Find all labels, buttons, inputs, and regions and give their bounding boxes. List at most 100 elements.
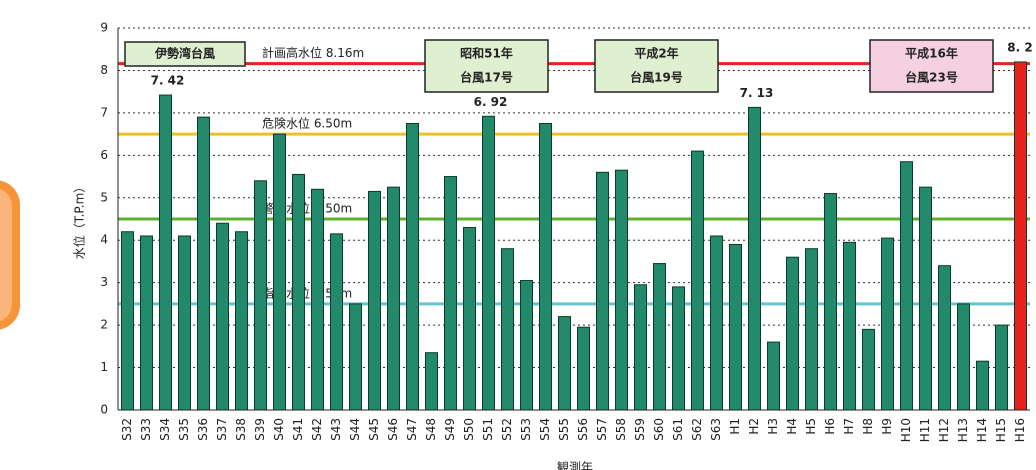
decoration — [0, 189, 12, 321]
x-tick-label: H2 — [747, 418, 761, 435]
bar — [691, 150, 704, 411]
bar — [463, 226, 476, 411]
bar — [1014, 61, 1027, 411]
annotation-text: 平成16年 — [905, 46, 958, 61]
x-tick-label: S54 — [538, 418, 552, 441]
bar — [558, 316, 571, 411]
x-axis-label: 観測年 — [557, 461, 593, 470]
x-tick-label: S53 — [519, 418, 533, 441]
bar — [919, 186, 932, 411]
bar — [482, 115, 495, 411]
value-label: 6. 92 — [474, 95, 508, 109]
reference-label: 危険水位 6.50m — [262, 116, 352, 131]
bar — [368, 190, 381, 411]
annotation-text: 平成2年 — [634, 46, 678, 61]
bar — [710, 235, 723, 411]
annotation-box — [124, 41, 246, 67]
value-label: 8. 2 — [1007, 40, 1032, 54]
x-tick-label: S62 — [690, 418, 704, 441]
bar — [444, 176, 457, 411]
x-tick-label: S39 — [253, 418, 267, 441]
bar — [786, 256, 799, 411]
bar — [520, 280, 533, 411]
x-tick-label: H10 — [899, 418, 913, 442]
annotation-text: 台風17号 — [460, 70, 513, 85]
bar — [577, 326, 590, 411]
bar — [881, 237, 894, 411]
y-tick-label: 0 — [100, 403, 108, 417]
annotation-box — [594, 39, 719, 93]
bar — [976, 360, 989, 411]
x-tick-label: S42 — [310, 418, 324, 441]
y-tick-label: 6 — [100, 148, 108, 162]
annotation-text: 昭和51年 — [460, 46, 513, 61]
x-tick-label: S60 — [652, 418, 666, 441]
bar — [729, 243, 742, 411]
x-tick-label: H7 — [842, 418, 856, 435]
x-tick-label: S50 — [462, 418, 476, 441]
x-tick-label: H1 — [728, 418, 742, 435]
bar — [938, 265, 951, 411]
x-tick-label: H8 — [861, 418, 875, 435]
bar — [425, 352, 438, 411]
bar — [140, 235, 153, 411]
x-tick-label: S57 — [595, 418, 609, 441]
y-tick-label: 2 — [100, 318, 108, 332]
bar — [539, 123, 552, 411]
bar — [159, 94, 172, 411]
x-tick-label: H16 — [1013, 418, 1027, 442]
y-tick-label: 7 — [100, 105, 108, 119]
x-tick-label: S58 — [614, 418, 628, 441]
x-tick-label: S55 — [557, 418, 571, 441]
x-tick-label: S59 — [633, 418, 647, 441]
x-tick-label: S47 — [405, 418, 419, 441]
x-tick-label: S52 — [500, 418, 514, 441]
value-label: 7. 13 — [740, 86, 774, 100]
x-tick-label: S34 — [158, 418, 172, 441]
x-tick-label: H4 — [785, 418, 799, 435]
x-tick-label: S37 — [215, 418, 229, 441]
x-tick-label: H14 — [975, 418, 989, 442]
bar — [273, 133, 286, 411]
x-tick-label: S33 — [139, 418, 153, 441]
x-tick-label: S51 — [481, 418, 495, 441]
x-tick-label: S46 — [386, 418, 400, 441]
bar — [634, 284, 647, 411]
y-axis-label: 水位（T.P.m） — [72, 181, 87, 260]
bar — [995, 324, 1008, 411]
bar — [121, 231, 134, 411]
x-tick-label: H15 — [994, 418, 1008, 442]
value-label: 7. 42 — [151, 74, 185, 88]
bar — [957, 303, 970, 411]
annotation-text: 台風23号 — [905, 70, 958, 85]
bar — [767, 341, 780, 411]
x-tick-label: S56 — [576, 418, 590, 441]
y-tick-label: 8 — [100, 63, 108, 77]
x-tick-label: H13 — [956, 418, 970, 442]
bar — [216, 222, 229, 411]
annotation-box — [424, 39, 549, 93]
bar — [805, 248, 818, 411]
bar — [197, 116, 210, 411]
annotation-box — [869, 39, 994, 93]
x-tick-label: H3 — [766, 418, 780, 435]
bar — [178, 235, 191, 411]
bar — [843, 241, 856, 411]
bar — [748, 106, 761, 411]
x-tick-label: S63 — [709, 418, 723, 441]
bar — [292, 173, 305, 411]
x-tick-label: S40 — [272, 418, 286, 441]
x-tick-label: H11 — [918, 418, 932, 442]
x-tick-label: S38 — [234, 418, 248, 441]
bar — [501, 248, 514, 411]
bar — [349, 303, 362, 411]
y-tick-label: 3 — [100, 275, 108, 289]
x-tick-label: S45 — [367, 418, 381, 441]
x-tick-label: S49 — [443, 418, 457, 441]
x-tick-label: S41 — [291, 418, 305, 441]
annotation-text: 台風19号 — [630, 70, 683, 85]
x-tick-label: S43 — [329, 418, 343, 441]
y-tick-label: 9 — [100, 21, 108, 35]
x-tick-label: H5 — [804, 418, 818, 435]
